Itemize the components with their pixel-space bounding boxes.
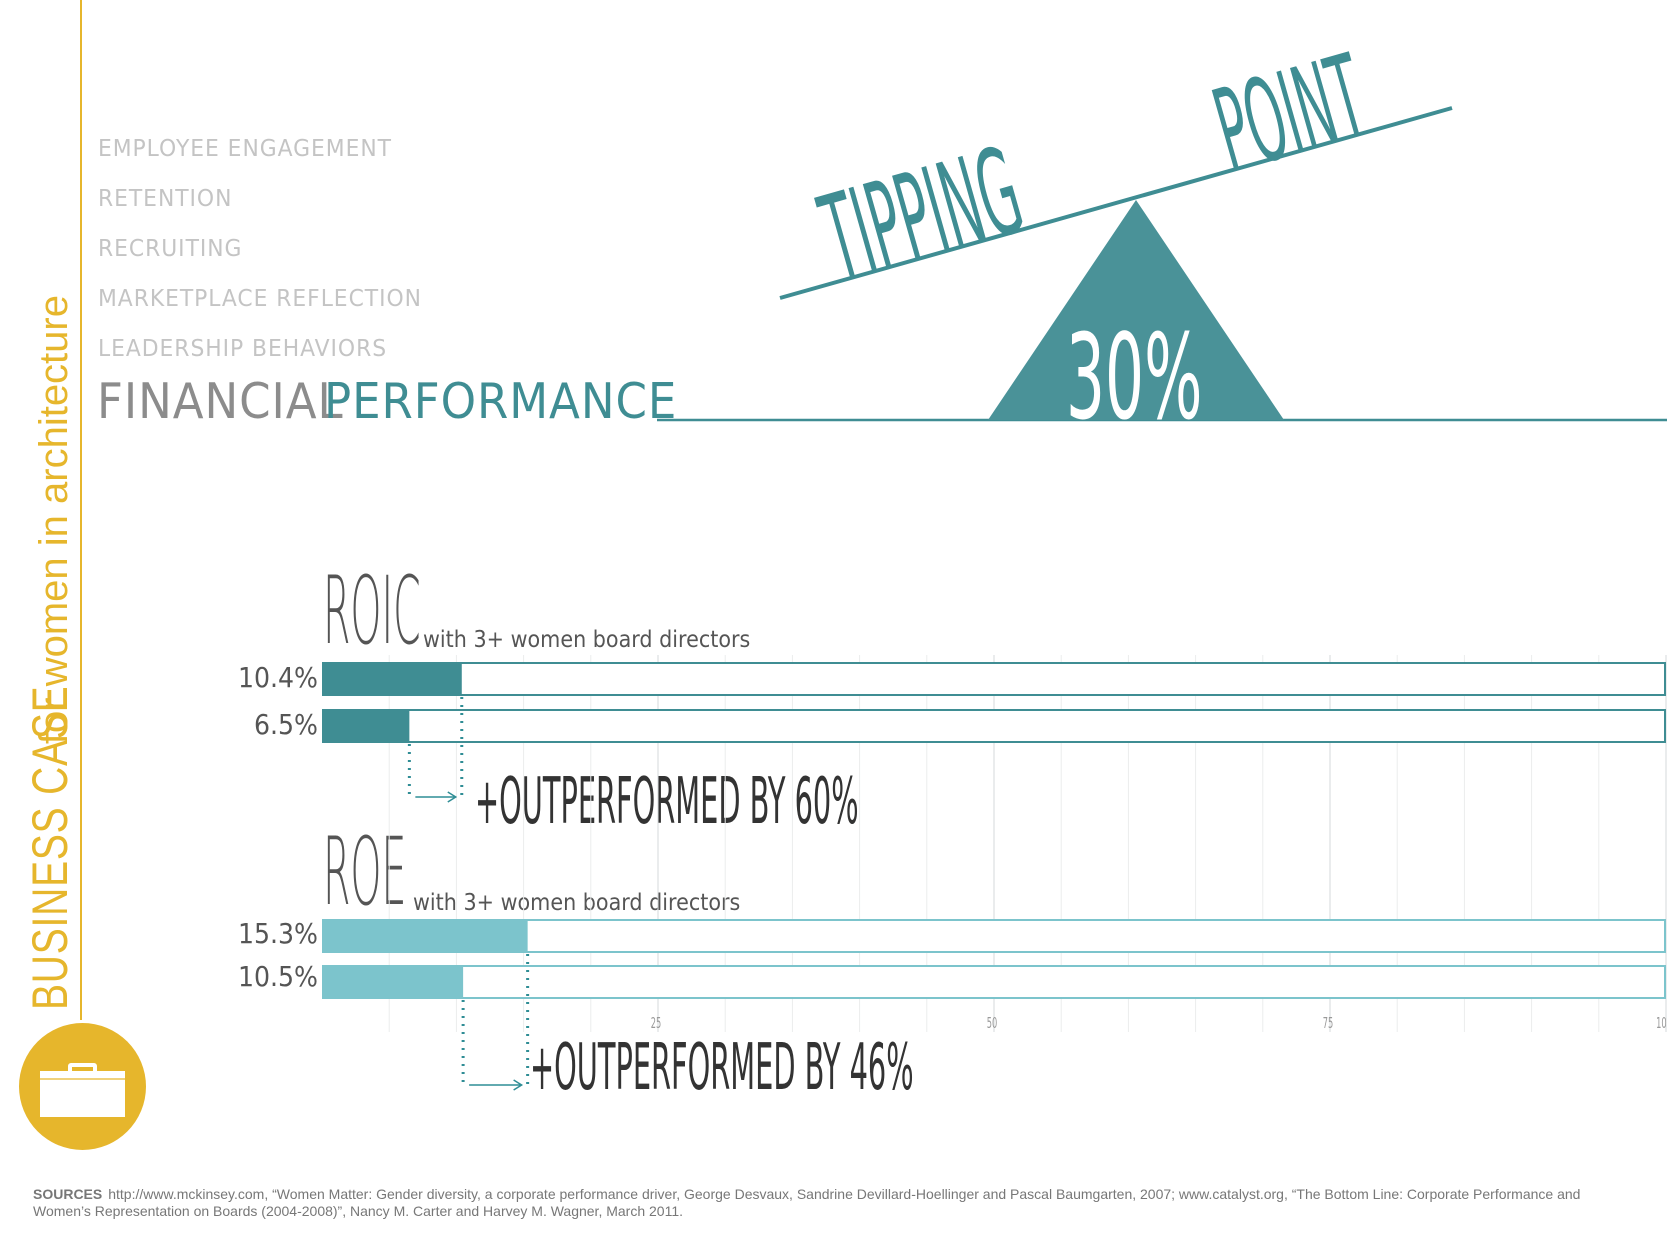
side-divider (80, 0, 82, 1020)
x-tick-label: 75 (1323, 1014, 1333, 1031)
performance-label: PERFORMANCE (324, 373, 678, 430)
financial-label: FINANCIAL (97, 373, 344, 430)
bar (322, 920, 528, 952)
bar-track (322, 965, 1666, 999)
x-tick-label: 100 (1656, 1014, 1667, 1031)
bar-label-roe-1: 15.3% (237, 917, 318, 950)
sources-text: http://www.mckinsey.com, “Women Matter: … (33, 1186, 1581, 1219)
bar-label-roic-2: 6.5% (253, 708, 318, 741)
bar (322, 966, 464, 998)
arrow-head (513, 1079, 524, 1091)
bar-label-roic-1: 10.4% (237, 661, 318, 694)
arrow-head (447, 791, 458, 803)
bar-label-roe-2: 10.5% (237, 960, 318, 993)
x-tick-label: 25 (651, 1014, 661, 1031)
roe-outperformed-annotation: +OUTPERFORMED BY 46% (530, 1031, 914, 1105)
briefcase-badge (19, 1023, 146, 1150)
tipping-point-graphic: TIPPING POINT 30% (657, 29, 1667, 440)
factor-recruiting: RECRUITING (98, 236, 243, 262)
roic-outperformed-annotation: +OUTPERFORMED BY 60% (475, 765, 859, 839)
bar-chart: 25 50 75 100 (322, 655, 1667, 1091)
bar-track (322, 709, 1666, 743)
factor-retention: RETENTION (98, 186, 233, 212)
roic-subtitle: with 3+ women board directors (423, 627, 751, 653)
tipping-percent: 30% (1066, 310, 1202, 440)
briefcase-icon (40, 1063, 125, 1117)
bar (322, 710, 410, 742)
sources-label: SOURCES (33, 1186, 103, 1202)
bar-track (322, 919, 1666, 953)
bar (322, 663, 462, 695)
fulcrum-triangle (988, 200, 1284, 420)
roe-subtitle: with 3+ women board directors (413, 890, 741, 916)
bar-track (322, 662, 1666, 696)
factor-employee-engagement: EMPLOYEE ENGAGEMENT (98, 136, 392, 162)
x-tick-label: 50 (987, 1014, 997, 1031)
seesaw-plank (779, 106, 1453, 300)
sources-note: SOURCES http://www.mckinsey.com, “Women M… (33, 1186, 1633, 1220)
roe-heading: ROE (323, 818, 407, 927)
roic-heading: ROIC (323, 557, 421, 666)
factor-leadership-behaviors: LEADERSHIP BEHAVIORS (98, 336, 388, 362)
factor-marketplace-reflection: MARKETPLACE REFLECTION (98, 286, 422, 312)
